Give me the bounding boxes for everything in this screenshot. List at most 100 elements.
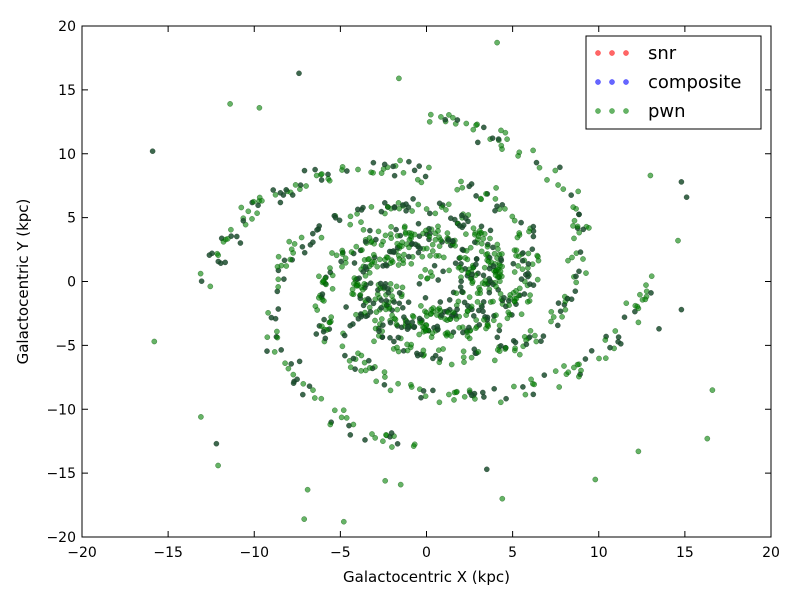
- pwn-point: [400, 260, 407, 267]
- pwn-point: [224, 235, 231, 242]
- pwn-point: [367, 280, 374, 287]
- pwn-point: [377, 280, 384, 287]
- pwn-point: [275, 284, 282, 290]
- pwn-point: [327, 265, 333, 271]
- pwn-point: [436, 200, 443, 207]
- pwn-point: [552, 368, 559, 374]
- legend-label-pwn: pwn: [648, 101, 686, 122]
- pwn-point: [329, 250, 335, 256]
- pwn-point: [464, 302, 471, 309]
- pwn-point: [583, 270, 589, 276]
- pwn-point: [574, 223, 581, 230]
- pwn-point: [422, 173, 429, 180]
- pwn-point: [469, 271, 475, 278]
- pwn-point: [473, 193, 479, 199]
- pwn-point: [372, 435, 379, 441]
- pwn-point: [272, 315, 279, 322]
- pwn-point: [378, 242, 385, 248]
- pwn-point: [538, 338, 544, 345]
- pwn-point: [294, 376, 300, 383]
- pwn-point: [519, 266, 526, 273]
- pwn-point: [272, 191, 279, 198]
- pwn-point: [423, 206, 430, 212]
- legend-marker-composite: [609, 79, 615, 85]
- legend-marker-snr: [595, 50, 601, 56]
- pwn-point: [370, 169, 376, 176]
- pwn-point: [555, 300, 562, 306]
- pwn-point: [571, 364, 577, 371]
- pwn-point: [615, 334, 622, 340]
- y-tick-label: 20: [58, 19, 76, 35]
- pwn-point: [550, 314, 557, 320]
- pwn-point: [393, 283, 400, 290]
- pwn-point: [320, 278, 327, 284]
- pwn-point: [264, 348, 270, 354]
- pwn-point: [384, 254, 391, 261]
- pwn-point: [265, 309, 271, 316]
- pwn-point: [362, 437, 368, 443]
- pwn-point: [528, 376, 534, 383]
- pwn-point: [446, 112, 452, 118]
- pwn-point: [578, 367, 584, 374]
- pwn-point: [288, 361, 295, 367]
- pwn-point: [396, 205, 403, 212]
- pwn-point: [390, 248, 397, 254]
- pwn-point: [683, 194, 690, 201]
- pwn-point: [512, 339, 519, 346]
- pwn-point: [405, 299, 412, 306]
- pwn-point: [532, 332, 538, 339]
- pwn-point: [420, 388, 427, 394]
- pwn-point: [491, 250, 498, 257]
- pwn-point: [468, 354, 475, 361]
- pwn-point: [483, 251, 489, 258]
- pwn-point: [499, 201, 506, 208]
- pwn-point: [453, 316, 460, 322]
- pwn-point: [215, 252, 222, 259]
- pwn-point: [492, 272, 499, 278]
- pwn-point: [408, 260, 415, 267]
- pwn-point: [530, 282, 537, 288]
- y-axis-label: Galactocentric Y (kpc): [14, 199, 32, 365]
- pwn-point: [297, 186, 303, 193]
- pwn-point: [318, 171, 325, 177]
- pwn-point: [313, 172, 320, 179]
- pwn-point: [424, 275, 431, 282]
- pwn-point: [281, 257, 288, 264]
- pwn-point: [420, 347, 427, 354]
- pwn-point: [374, 263, 381, 270]
- pwn-point: [520, 384, 526, 390]
- pwn-point: [359, 247, 365, 253]
- pwn-point: [386, 305, 393, 312]
- x-tick-label: −10: [239, 545, 269, 561]
- pwn-point: [375, 228, 382, 235]
- pwn-point: [313, 331, 320, 337]
- y-tick-label: −15: [46, 466, 76, 482]
- pwn-point: [378, 170, 385, 176]
- pwn-point: [362, 309, 368, 316]
- pwn-point: [478, 240, 485, 247]
- pwn-point: [511, 383, 517, 390]
- x-tick-label: −5: [330, 545, 351, 561]
- pwn-point: [318, 234, 325, 241]
- pwn-point: [479, 303, 485, 310]
- pwn-point: [531, 381, 538, 388]
- pwn-point: [391, 299, 397, 305]
- pwn-point: [452, 242, 458, 249]
- pwn-point: [254, 210, 260, 217]
- pwn-point: [540, 333, 547, 339]
- pwn-point: [490, 298, 496, 305]
- pwn-point: [399, 284, 406, 291]
- pwn-point: [461, 359, 467, 365]
- pwn-point: [397, 481, 404, 488]
- pwn-point: [298, 234, 305, 241]
- pwn-point: [340, 518, 347, 525]
- pwn-point: [399, 304, 406, 311]
- pwn-point: [520, 250, 526, 256]
- pwn-point: [481, 264, 488, 271]
- pwn-point: [445, 309, 452, 316]
- legend-label-snr: snr: [648, 43, 677, 64]
- pwn-point: [275, 306, 282, 312]
- pwn-point: [511, 217, 518, 224]
- pwn-point: [347, 213, 354, 220]
- pwn-point: [486, 289, 493, 296]
